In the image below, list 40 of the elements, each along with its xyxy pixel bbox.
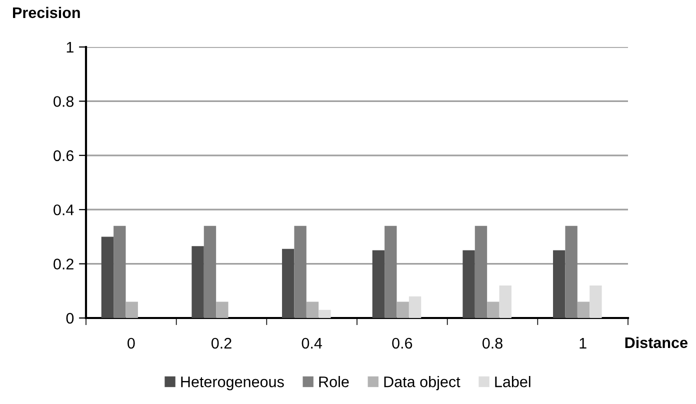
bar — [553, 250, 566, 318]
bar — [590, 285, 602, 318]
bar — [216, 302, 228, 318]
x-tick-label: 0.2 — [211, 338, 232, 349]
bar — [282, 248, 294, 318]
bar — [306, 302, 319, 318]
bar — [384, 226, 397, 318]
y-tick-label: 0.2 — [54, 258, 74, 270]
bar — [294, 226, 306, 318]
x-tick-label: 0.8 — [482, 338, 502, 349]
bar — [474, 226, 488, 318]
legend-label: Data object — [384, 376, 460, 390]
bar — [577, 302, 590, 318]
y-tick-label: 0.6 — [54, 150, 74, 162]
y-tick-label: 1 — [66, 42, 74, 53]
y-axis-title: Precision — [13, 6, 80, 18]
y-tick-label: 0.8 — [54, 96, 74, 107]
bar — [462, 250, 475, 318]
x-tick-label: 0.6 — [392, 338, 412, 349]
x-tick-label: 0.4 — [302, 338, 322, 349]
bar — [372, 250, 385, 318]
x-tick-label: 1 — [580, 338, 586, 349]
bar — [126, 302, 138, 318]
legend-label: Role — [319, 376, 349, 388]
bar — [499, 285, 512, 318]
y-tick-label: 0 — [66, 312, 74, 324]
bar — [204, 226, 216, 318]
bar — [318, 310, 331, 318]
bar — [565, 226, 578, 318]
bar — [101, 236, 114, 318]
bar — [396, 302, 409, 318]
legend-label: Heterogeneous — [181, 376, 284, 390]
legend-label: Label — [495, 376, 530, 388]
x-axis-title: Distance — [625, 336, 688, 348]
bar — [192, 246, 204, 318]
y-tick-label: 0.4 — [54, 204, 74, 216]
bar — [114, 226, 126, 318]
x-tick-label: 0 — [128, 338, 135, 349]
bar — [487, 302, 500, 318]
bar — [408, 296, 422, 318]
